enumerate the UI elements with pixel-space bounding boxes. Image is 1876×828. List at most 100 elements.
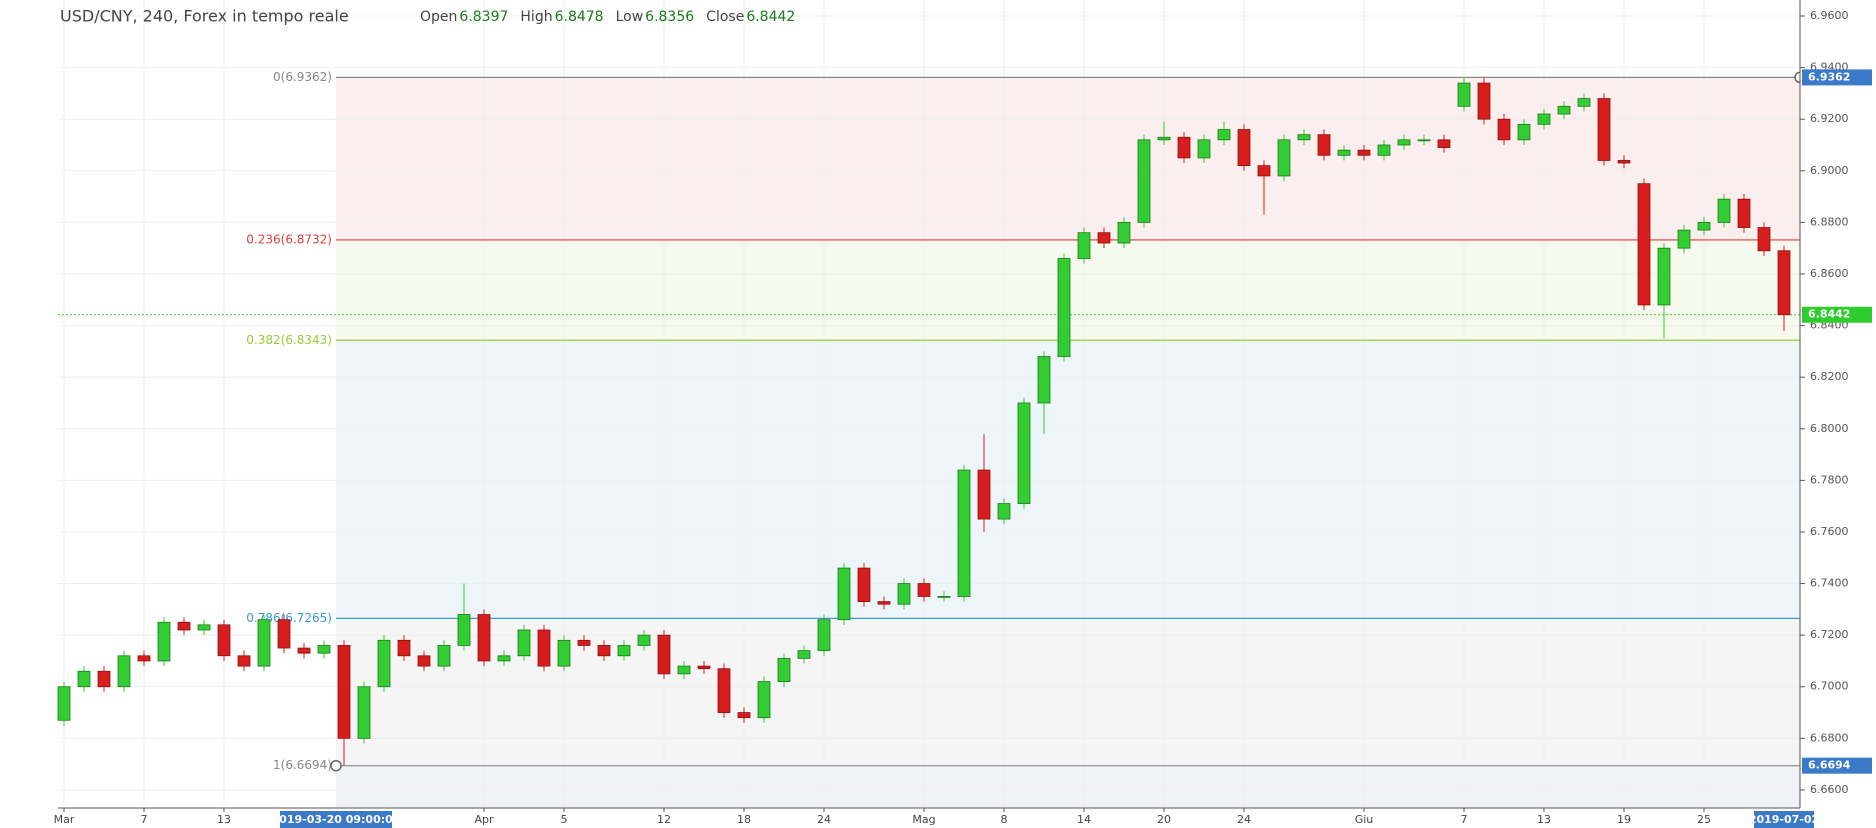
candle-body (137, 655, 151, 662)
candle (997, 498, 1011, 525)
candle-body (157, 621, 171, 662)
candle (1617, 155, 1631, 169)
x-tick-label: 24 (817, 813, 831, 826)
candle (697, 660, 711, 674)
candle (1297, 129, 1311, 145)
fib-zone (336, 340, 1800, 619)
candle (297, 642, 311, 659)
candle-body (1357, 149, 1371, 156)
candle-body (417, 655, 431, 667)
candle-body (997, 503, 1011, 520)
candle (1657, 243, 1671, 339)
y-tick-label: 6.6600 (1810, 783, 1849, 796)
candle (1197, 134, 1211, 164)
candle-body (237, 655, 251, 667)
candle-body (477, 614, 491, 662)
price-tag-box (1802, 306, 1872, 323)
candle-body (197, 624, 211, 631)
candle (1277, 134, 1291, 182)
candle (397, 635, 411, 661)
candle-body (1097, 232, 1111, 244)
candle (417, 650, 431, 672)
candle-body (1157, 136, 1171, 141)
candle-body (457, 614, 471, 646)
candle-body (1577, 98, 1591, 107)
y-tick-label: 6.6800 (1810, 731, 1849, 744)
candle (1557, 101, 1571, 120)
candle-body (837, 567, 851, 621)
candle-body (297, 647, 311, 654)
candle-body (537, 629, 551, 667)
candle (457, 583, 471, 651)
candle (57, 681, 71, 726)
candle-body (1257, 165, 1271, 177)
candle-body (377, 639, 391, 688)
candle (177, 617, 191, 636)
candle (1037, 351, 1051, 434)
candle-body (617, 645, 631, 657)
candle (617, 640, 631, 661)
candle (1517, 119, 1531, 145)
candle (1717, 194, 1731, 228)
candle (797, 645, 811, 664)
x-tick-label: 13 (217, 813, 231, 826)
candle-body (797, 650, 811, 659)
candle-body (597, 645, 611, 657)
ohlc-label: Close (706, 9, 744, 25)
fib-handle (330, 759, 342, 772)
candle-body (1397, 139, 1411, 146)
candle-body (577, 639, 591, 646)
candle (437, 640, 451, 672)
candle (1217, 121, 1231, 145)
price-tag-box (1802, 69, 1872, 86)
candle-body (177, 621, 191, 631)
candle-body (757, 681, 771, 719)
candle (477, 609, 491, 667)
x-tick-label: 7 (141, 813, 148, 826)
y-tick-label: 6.7400 (1810, 577, 1849, 590)
candle (337, 640, 351, 766)
x-tick-label: Apr (474, 813, 494, 826)
candle-body (1617, 160, 1631, 164)
fib-zone (336, 77, 1800, 240)
candle (1057, 253, 1071, 362)
candle-body (777, 657, 791, 682)
candle (1477, 77, 1491, 125)
candle (1097, 227, 1111, 249)
candle-body (217, 624, 231, 657)
candle-body (1457, 82, 1471, 107)
candle-body (437, 645, 451, 667)
x-tick-label: 13 (1537, 813, 1551, 826)
candle (1397, 134, 1411, 151)
x-tick-label: Mag (912, 813, 935, 826)
candle (1237, 124, 1251, 171)
candle-body (1337, 149, 1351, 156)
candle-body (957, 469, 971, 597)
candle (817, 614, 831, 656)
candle (837, 562, 851, 625)
candle-body (677, 665, 691, 675)
candle (1337, 144, 1351, 161)
candle-body (637, 634, 651, 646)
candle (577, 635, 591, 651)
candle-body (1077, 232, 1091, 259)
candle-body (1717, 198, 1731, 223)
y-tick-label: 6.7600 (1810, 525, 1849, 538)
candle-body (77, 670, 91, 688)
y-tick-label: 6.7000 (1810, 680, 1849, 693)
fib-zone (336, 765, 1800, 808)
candle-body (1677, 229, 1691, 249)
x-tick-label: 12 (657, 813, 671, 826)
candle-body (817, 619, 831, 652)
candle (777, 653, 791, 687)
fib-zone (336, 618, 1800, 766)
candle (737, 707, 751, 723)
candle-body (1177, 136, 1191, 159)
y-tick-label: 6.9000 (1810, 164, 1849, 177)
candle-body (717, 668, 731, 713)
date-tag-box (280, 811, 392, 828)
candle-body (277, 619, 291, 649)
candle-body (917, 583, 931, 597)
x-tick-label: 14 (1077, 813, 1091, 826)
